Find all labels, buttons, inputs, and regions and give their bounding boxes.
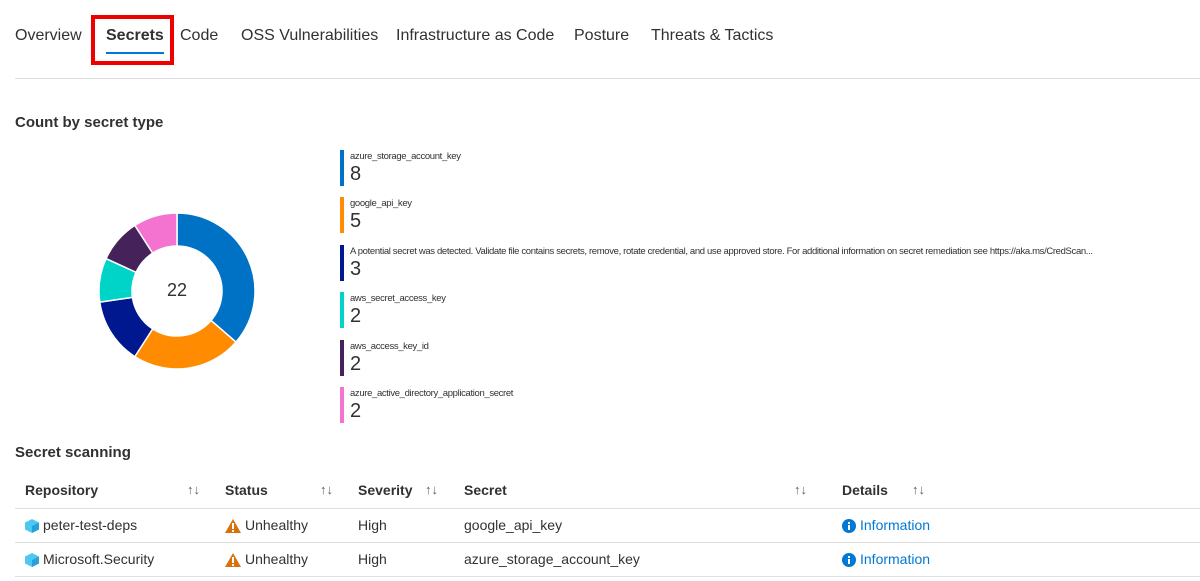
legend-value: 5 bbox=[350, 210, 362, 233]
legend-swatch bbox=[340, 339, 344, 376]
legend-item[interactable]: azure_storage_account_key 8 bbox=[340, 150, 1195, 186]
info-icon bbox=[842, 553, 856, 568]
legend-swatch bbox=[340, 292, 344, 329]
donut-chart bbox=[98, 212, 256, 370]
repository-icon bbox=[25, 519, 39, 534]
col-severity: Severity ↑↓ bbox=[358, 482, 438, 499]
table-title: Secret scanning bbox=[15, 444, 131, 461]
donut-slice[interactable] bbox=[176, 212, 256, 344]
tab-code[interactable]: Code bbox=[180, 27, 219, 44]
sort-icon[interactable]: ↑↓ bbox=[425, 482, 438, 498]
col-details: Details ↑↓ bbox=[842, 482, 925, 499]
tab-posture[interactable]: Posture bbox=[574, 27, 630, 44]
legend-swatch bbox=[340, 244, 344, 281]
information-link[interactable]: Information bbox=[860, 516, 931, 533]
legend-item[interactable]: azure_active_directory_application_secre… bbox=[340, 387, 1195, 423]
tab-bar: Overview Secrets Code OSS Vulnerabilitie… bbox=[15, 0, 1200, 79]
legend-swatch bbox=[340, 387, 344, 423]
legend-value: 2 bbox=[350, 400, 362, 422]
info-icon bbox=[842, 519, 856, 534]
sort-icon[interactable]: ↑↓ bbox=[187, 482, 200, 498]
legend-label: aws_secret_access_key bbox=[350, 293, 446, 305]
tab-oss-vulnerabilities[interactable]: OSS Vulnerabilities bbox=[241, 27, 379, 44]
legend-label: google_api_key bbox=[350, 198, 412, 210]
donut-slice[interactable] bbox=[133, 212, 178, 255]
highlight-box bbox=[91, 15, 174, 65]
table-row[interactable]: peter-test-deps Unhealthy High google_ap… bbox=[15, 507, 1200, 543]
col-secret: Secret ↑↓ bbox=[464, 482, 807, 499]
secret-scanning-table: Repository ↑↓ Status ↑↓ Severity ↑↓ Secret ↑… bbox=[15, 473, 1200, 577]
legend-label: azure_storage_account_key bbox=[350, 151, 461, 162]
legend-item[interactable]: google_api_key 5 bbox=[340, 197, 1195, 234]
tab-secrets[interactable]: Secrets bbox=[106, 27, 164, 54]
sort-icon[interactable]: ↑↓ bbox=[912, 482, 925, 498]
col-status: Status ↑↓ bbox=[225, 482, 333, 499]
legend-label: azure_active_directory_application_secre… bbox=[350, 388, 514, 399]
warning-icon bbox=[225, 553, 241, 568]
legend-value: 2 bbox=[350, 352, 362, 375]
information-link[interactable]: Information bbox=[860, 550, 931, 567]
legend-value: 3 bbox=[350, 257, 362, 280]
legend-item[interactable]: A potential secret was detected. Validat… bbox=[340, 244, 1195, 281]
tab-overview[interactable]: Overview bbox=[15, 27, 82, 44]
legend-item[interactable]: aws_access_key_id 2 bbox=[340, 339, 1195, 376]
donut-total: 22 bbox=[166, 280, 188, 300]
repository-icon bbox=[25, 553, 39, 568]
legend-swatch bbox=[340, 150, 344, 186]
warning-icon bbox=[225, 519, 241, 534]
legend-label: aws_access_key_id bbox=[350, 340, 429, 352]
legend-item[interactable]: aws_secret_access_key 2 bbox=[340, 292, 1195, 329]
legend-value: 8 bbox=[350, 163, 362, 185]
chart-title: Count by secret type bbox=[15, 114, 164, 131]
tab-threats-tactics[interactable]: Threats & Tactics bbox=[651, 27, 774, 44]
sort-icon[interactable]: ↑↓ bbox=[320, 482, 333, 498]
sort-icon[interactable]: ↑↓ bbox=[794, 482, 807, 498]
legend-value: 2 bbox=[350, 305, 362, 328]
col-repository: Repository ↑↓ bbox=[25, 482, 200, 499]
tab-infrastructure-as-code[interactable]: Infrastructure as Code bbox=[396, 27, 555, 44]
legend-swatch bbox=[340, 197, 344, 234]
legend-label: A potential secret was detected. Validat… bbox=[350, 245, 1093, 257]
table-row[interactable]: Microsoft.Security Unhealthy High azure_… bbox=[15, 541, 1200, 577]
